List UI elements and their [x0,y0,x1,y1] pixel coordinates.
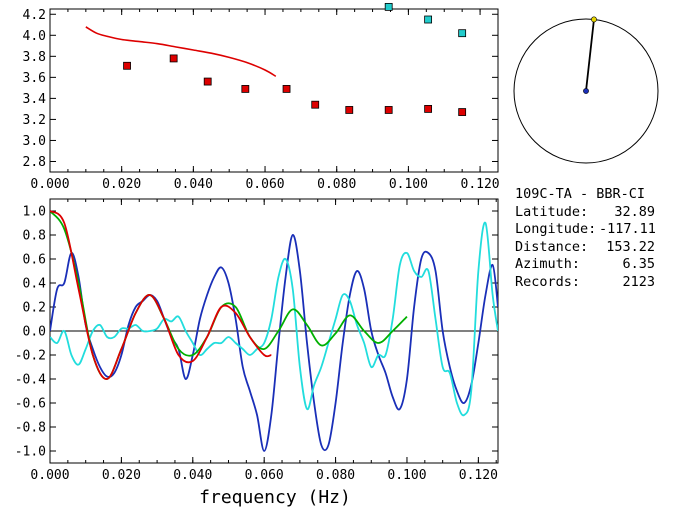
y-tick-label: 3.2 [23,113,46,128]
x-tick-label: 0.060 [245,177,284,192]
y-tick-label: 4.0 [23,29,46,44]
x-tick-label: 0.080 [317,177,356,192]
data-point [424,15,433,24]
x-tick-label: 0.000 [30,468,69,483]
y-tick-label: 1.0 [23,205,46,220]
data-point [458,108,467,116]
x-tick-label: 0.040 [174,177,213,192]
longitude-value: -117.11 [599,221,656,237]
data-point [424,105,433,113]
x-tick-label: 0.100 [387,468,426,483]
azimuth-needle [585,19,595,92]
top-velocity-plot: 0.000 0.020 0.040 0.060 0.080 0.100 0.120 2.8 3.… [23,2,500,192]
y-tick-label: 3.0 [23,134,46,149]
x-tick-label: 0.020 [102,177,141,192]
station-info-panel: 109C-TA - BBR-CI Latitude: 32.89 Longitu… [515,186,656,292]
y-tick-label: -1.0 [15,445,46,460]
y-tick-label: 2.8 [23,155,46,170]
records-row: Records: 2123 [515,274,655,292]
y-tick-label: 3.4 [23,92,47,107]
y-tick-label: -0.8 [15,421,46,436]
dial-circle [513,18,659,164]
y-tick-label: 0.0 [23,325,46,340]
latitude-label: Latitude: [515,203,589,220]
y-tick-label: 0.6 [23,253,46,268]
latitude-row: Latitude: 32.89 [515,204,655,222]
station-dot [583,88,589,94]
x-tick-label: 0.120 [461,177,500,192]
records-value: 2123 [622,273,655,290]
data-point [123,61,131,70]
series-line [50,234,498,452]
bottom-coherence-plot: 0.000 0.020 0.040 0.060 0.080 0.100 0.120 1.0 0.… [15,198,499,483]
distance-label: Distance: [515,238,589,255]
x-axis-label: frequency (Hz) [199,487,351,508]
latitude-value: 32.89 [614,203,655,220]
data-point [241,85,250,93]
plot-frame [49,8,499,173]
azimuth-label: Azimuth: [515,256,581,272]
longitude-label: Longitude: [515,221,597,237]
series-line [85,26,277,77]
series-line [50,210,272,380]
data-point [345,106,354,114]
data-point [282,85,291,93]
y-tick-label: 4.2 [23,8,46,23]
y-tick-label: 0.2 [23,301,46,316]
azimuth-dial [513,16,659,164]
y-tick-label: 0.4 [23,277,47,292]
y-tick-label: 3.6 [23,71,46,86]
data-point [384,2,393,11]
x-tick-label: 0.040 [173,468,212,483]
series-line [50,221,498,417]
y-tick-label: -0.2 [15,349,46,364]
data-point [203,77,212,86]
series-line [50,210,408,380]
event-dot [591,16,597,23]
y-tick-label: 3.8 [23,50,46,65]
x-tick-label: 0.080 [316,468,355,483]
x-tick-label: 0.100 [389,177,428,192]
y-tick-label: -0.6 [15,397,46,412]
distance-value: 153.22 [606,238,655,255]
x-tick-label: 0.000 [30,177,69,192]
longitude-row: Longitude: -117.11 [515,221,656,239]
y-tick-label: 0.8 [23,229,46,244]
records-label: Records: [515,273,581,290]
x-tick-label: 0.120 [459,468,498,483]
data-point [384,106,393,114]
azimuth-row: Azimuth: 6.35 [515,256,655,274]
data-point [311,100,320,109]
y-tick-label: -0.4 [15,373,46,388]
data-point [169,54,178,63]
x-tick-label: 0.060 [245,468,284,483]
distance-row: Distance: 153.22 [515,239,655,257]
x-tick-label: 0.020 [102,468,141,483]
azimuth-value: 6.35 [622,256,655,272]
station-title: 109C-TA - BBR-CI [515,186,646,202]
data-point [458,29,467,38]
